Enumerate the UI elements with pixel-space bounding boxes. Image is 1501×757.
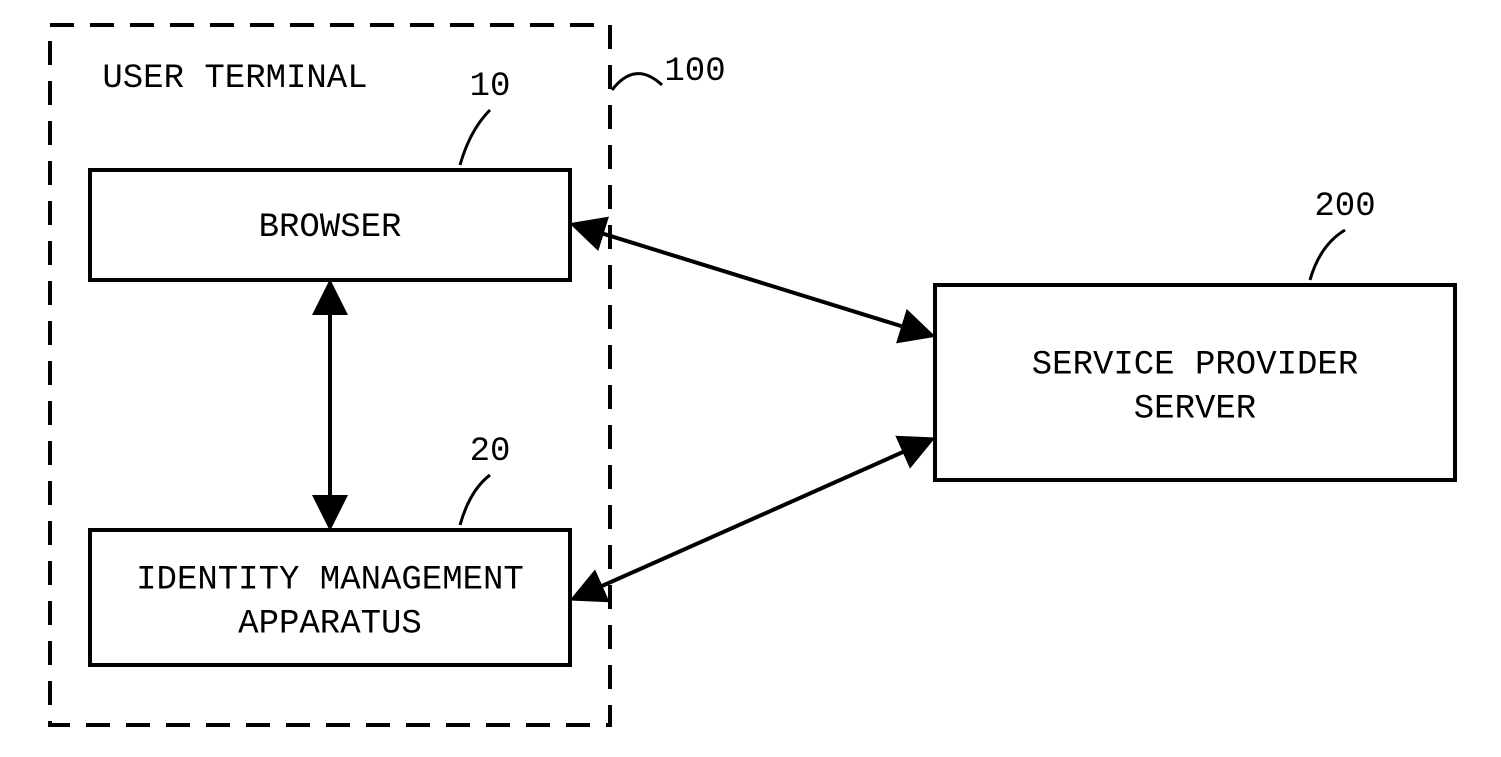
ref-10: 10 [470, 68, 511, 106]
ima-label-line1: IDENTITY MANAGEMENT [136, 561, 524, 599]
server-label-line1: SERVICE PROVIDER [1032, 346, 1358, 384]
ima-label-line2: APPARATUS [238, 605, 422, 643]
user-terminal-title: USER TERMINAL [102, 60, 367, 98]
leader-200 [1310, 230, 1345, 280]
edge-browser-server [575, 225, 930, 335]
edge-ima-server [575, 440, 930, 598]
leader-100 [612, 74, 662, 90]
leader-20 [460, 475, 490, 525]
ref-200: 200 [1314, 188, 1375, 226]
browser-label: BROWSER [259, 209, 402, 247]
ref-20: 20 [470, 433, 511, 471]
leader-10 [460, 110, 490, 165]
server-label-line2: SERVER [1134, 390, 1256, 428]
ref-100: 100 [664, 53, 725, 91]
